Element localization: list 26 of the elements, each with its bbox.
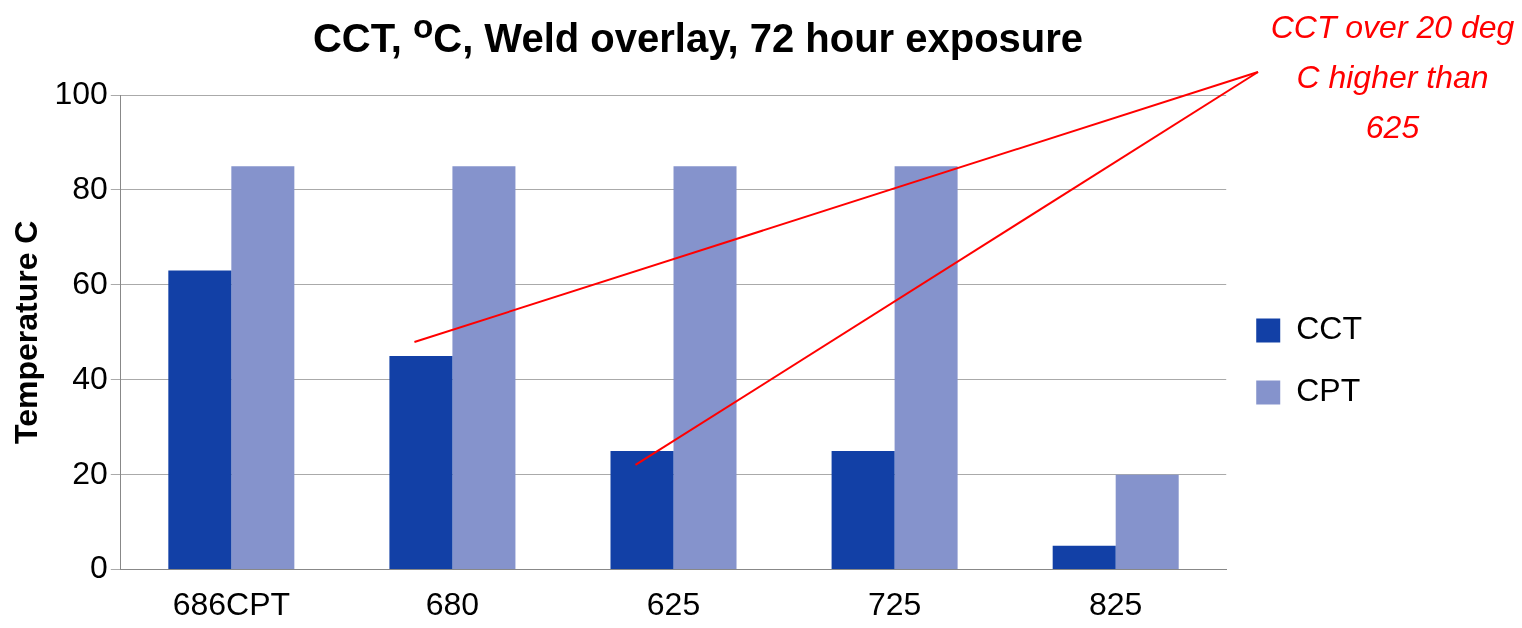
chart-title: CCT, $^{o}$C, Weld overlay, 72 hour exposure xyxy=(311,8,1085,62)
x-tick-label: 725 xyxy=(867,585,922,622)
x-tick-label: 680 xyxy=(425,585,480,622)
bar xyxy=(894,166,958,570)
legend-label: CPT xyxy=(1296,372,1361,409)
y-tick-label: 20 xyxy=(72,454,108,491)
x-tick-label: 825 xyxy=(1088,585,1143,622)
y-axis-title: Temperature C xyxy=(8,220,45,445)
bar xyxy=(231,166,295,570)
bar xyxy=(831,450,895,570)
bar xyxy=(452,166,516,570)
x-tick-label: 625 xyxy=(646,585,701,622)
bar xyxy=(610,450,674,570)
bar xyxy=(389,356,453,570)
bar xyxy=(1052,545,1116,570)
x-tick-label: 686CPT xyxy=(172,585,291,622)
bar xyxy=(673,166,737,570)
y-tick-label: 80 xyxy=(72,169,108,206)
y-tick-label: 40 xyxy=(72,359,108,396)
bar xyxy=(1115,474,1179,570)
legend-label: CCT xyxy=(1296,310,1362,347)
y-tick-label: 0 xyxy=(89,549,108,586)
y-tick-label: 100 xyxy=(54,74,108,111)
y-tick-label: 60 xyxy=(72,264,108,301)
text: CCT over 20 deg C higher than 625 xyxy=(1270,8,1515,147)
bar xyxy=(168,270,232,570)
